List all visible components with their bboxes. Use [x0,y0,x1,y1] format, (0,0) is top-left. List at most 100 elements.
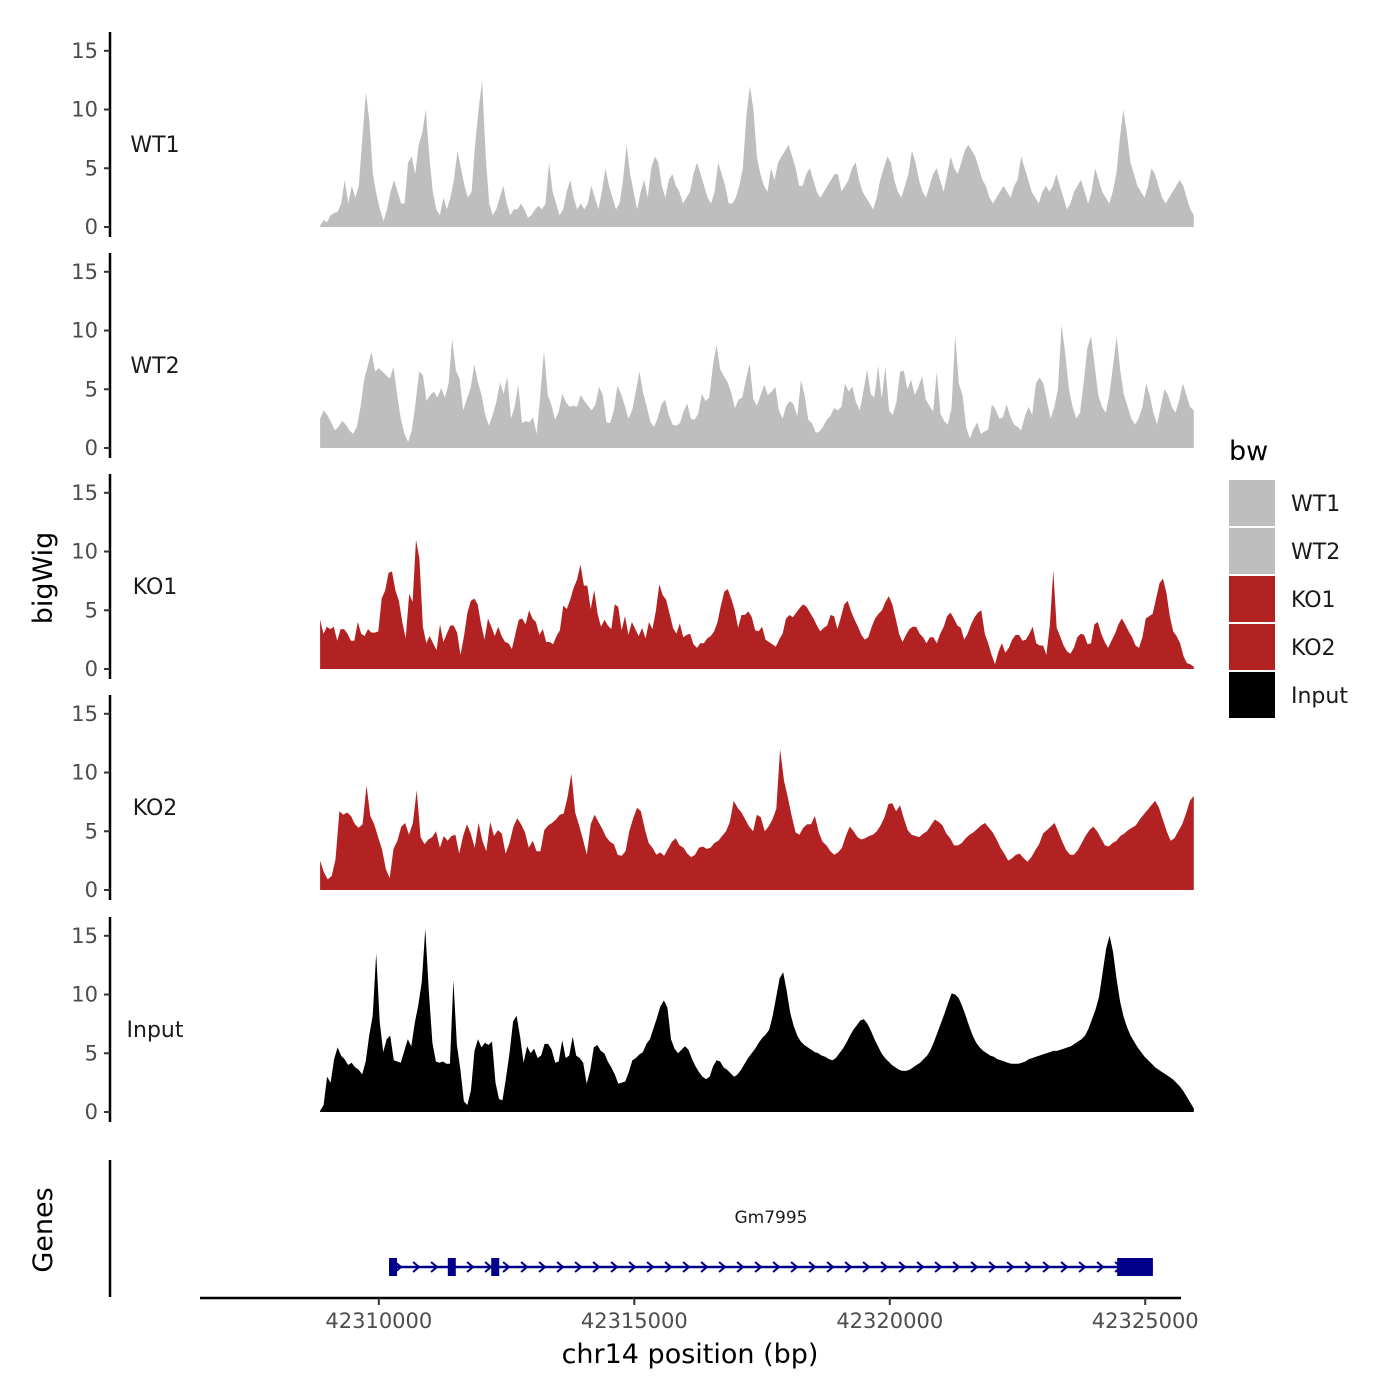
strand-arrow [898,1261,907,1273]
legend-label-ko2: KO2 [1291,636,1336,661]
strand-arrow [484,1261,493,1273]
strand-arrow [664,1261,673,1273]
y-tick-label: 5 [85,819,98,843]
track-label: WT1 [130,133,179,158]
strand-arrow [1096,1261,1105,1273]
track-ko2: 0 5 10 15 KO2 [71,695,1194,902]
gene-exon [1117,1258,1153,1276]
strand-arrow [556,1261,565,1273]
strand-arrow [610,1261,619,1273]
legend-swatch-wt1 [1229,480,1275,526]
y-tick-label: 15 [71,702,98,726]
x-axis: 42310000 42315000 42320000 42325000 [200,1296,1199,1333]
y-tick-label: 10 [71,983,98,1007]
y-tick-label: 10 [71,319,98,343]
gene-exon [389,1258,398,1276]
track-label: KO1 [133,575,178,600]
gene-exon [491,1258,500,1276]
strand-arrow [952,1261,961,1273]
strand-arrow [592,1261,601,1273]
strand-arrow [502,1261,511,1273]
legend-swatch-input [1229,672,1275,718]
x-tick-label: 42310000 [325,1309,432,1333]
y-tick-label: 5 [85,377,98,401]
strand-arrow [880,1261,889,1273]
strand-arrow [520,1261,529,1273]
signal-area-wt1 [320,80,1194,227]
gene-name-label: Gm7995 [734,1208,807,1228]
track-label: WT2 [130,354,179,379]
strand-arrow [1042,1261,1051,1273]
y-tick-label: 15 [71,39,98,63]
track-wt2: 0 5 10 15 WT2 [71,253,1194,460]
y-tick-label: 0 [85,436,98,460]
strand-arrow [700,1261,709,1273]
strand-arrow [826,1261,835,1273]
strand-arrow [718,1261,727,1273]
strand-arrow [1078,1261,1087,1273]
strand-arrow [574,1261,583,1273]
strand-arrow [412,1261,421,1273]
x-tick-label: 42315000 [581,1309,688,1333]
y-tick-label: 10 [71,98,98,122]
track-label: KO2 [133,796,178,821]
legend-label-wt1: WT1 [1291,492,1340,517]
y-tick-label: 10 [71,761,98,785]
track-label: Input [127,1018,184,1043]
strand-arrow [646,1261,655,1273]
legend-title: bw [1229,436,1268,467]
strand-arrow [1006,1261,1015,1273]
strand-arrow [682,1261,691,1273]
strand-arrow [970,1261,979,1273]
strand-arrow [844,1261,853,1273]
signal-area-ko1 [320,539,1194,669]
strand-arrow [790,1261,799,1273]
signal-area-wt2 [320,324,1194,448]
x-tick-label: 42320000 [836,1309,943,1333]
y-tick-label: 15 [71,481,98,505]
legend-label-input: Input [1291,684,1348,709]
genes-axis-title: Genes [28,1187,59,1272]
signal-area-ko2 [320,749,1194,890]
strand-arrow [988,1261,997,1273]
legend-label-ko1: KO1 [1291,588,1336,613]
x-axis-title: chr14 position (bp) [562,1339,819,1370]
y-tick-label: 0 [85,1100,98,1124]
track-input: 0 5 10 15 Input [71,917,1194,1124]
legend-swatch-ko2 [1229,624,1275,670]
track-wt1: 0 5 10 15 WT1 [71,32,1194,239]
y-tick-label: 0 [85,878,98,902]
y-tick-label: 5 [85,598,98,622]
strand-arrow [754,1261,763,1273]
strand-arrow [628,1261,637,1273]
track-ko1: 0 5 10 15 KO1 [71,474,1194,681]
strand-arrow [736,1261,745,1273]
legend-swatch-ko1 [1229,576,1275,622]
strand-arrow [916,1261,925,1273]
strand-arrow [394,1261,403,1273]
y-tick-label: 5 [85,1041,98,1065]
signal-area-input [320,928,1194,1112]
strand-arrow [466,1261,475,1273]
strand-arrow [1024,1261,1033,1273]
gene-exon [447,1258,456,1276]
y-tick-label: 15 [71,260,98,284]
tracks-group: 0 5 10 15 WT1 0 5 10 15 WT2 0 5 10 15 KO1 0 5 10 15 KO2 0 5 10… [71,32,1194,1124]
strand-arrow [430,1261,439,1273]
strand-arrow [808,1261,817,1273]
y-tick-label: 0 [85,215,98,239]
strand-arrow [1060,1261,1069,1273]
genes-panel: Gm7995 [108,1160,1153,1297]
y-tick-label: 15 [71,924,98,948]
legend: bw WT1 WT2 KO1 KO2 Input [1229,436,1348,718]
strand-arrow [934,1261,943,1273]
strand-arrow [538,1261,547,1273]
legend-label-wt2: WT2 [1291,540,1340,565]
x-tick-label: 42325000 [1092,1309,1199,1333]
legend-swatch-wt2 [1229,528,1275,574]
y-tick-label: 5 [85,156,98,180]
strand-arrow [772,1261,781,1273]
y-tick-label: 10 [71,540,98,564]
